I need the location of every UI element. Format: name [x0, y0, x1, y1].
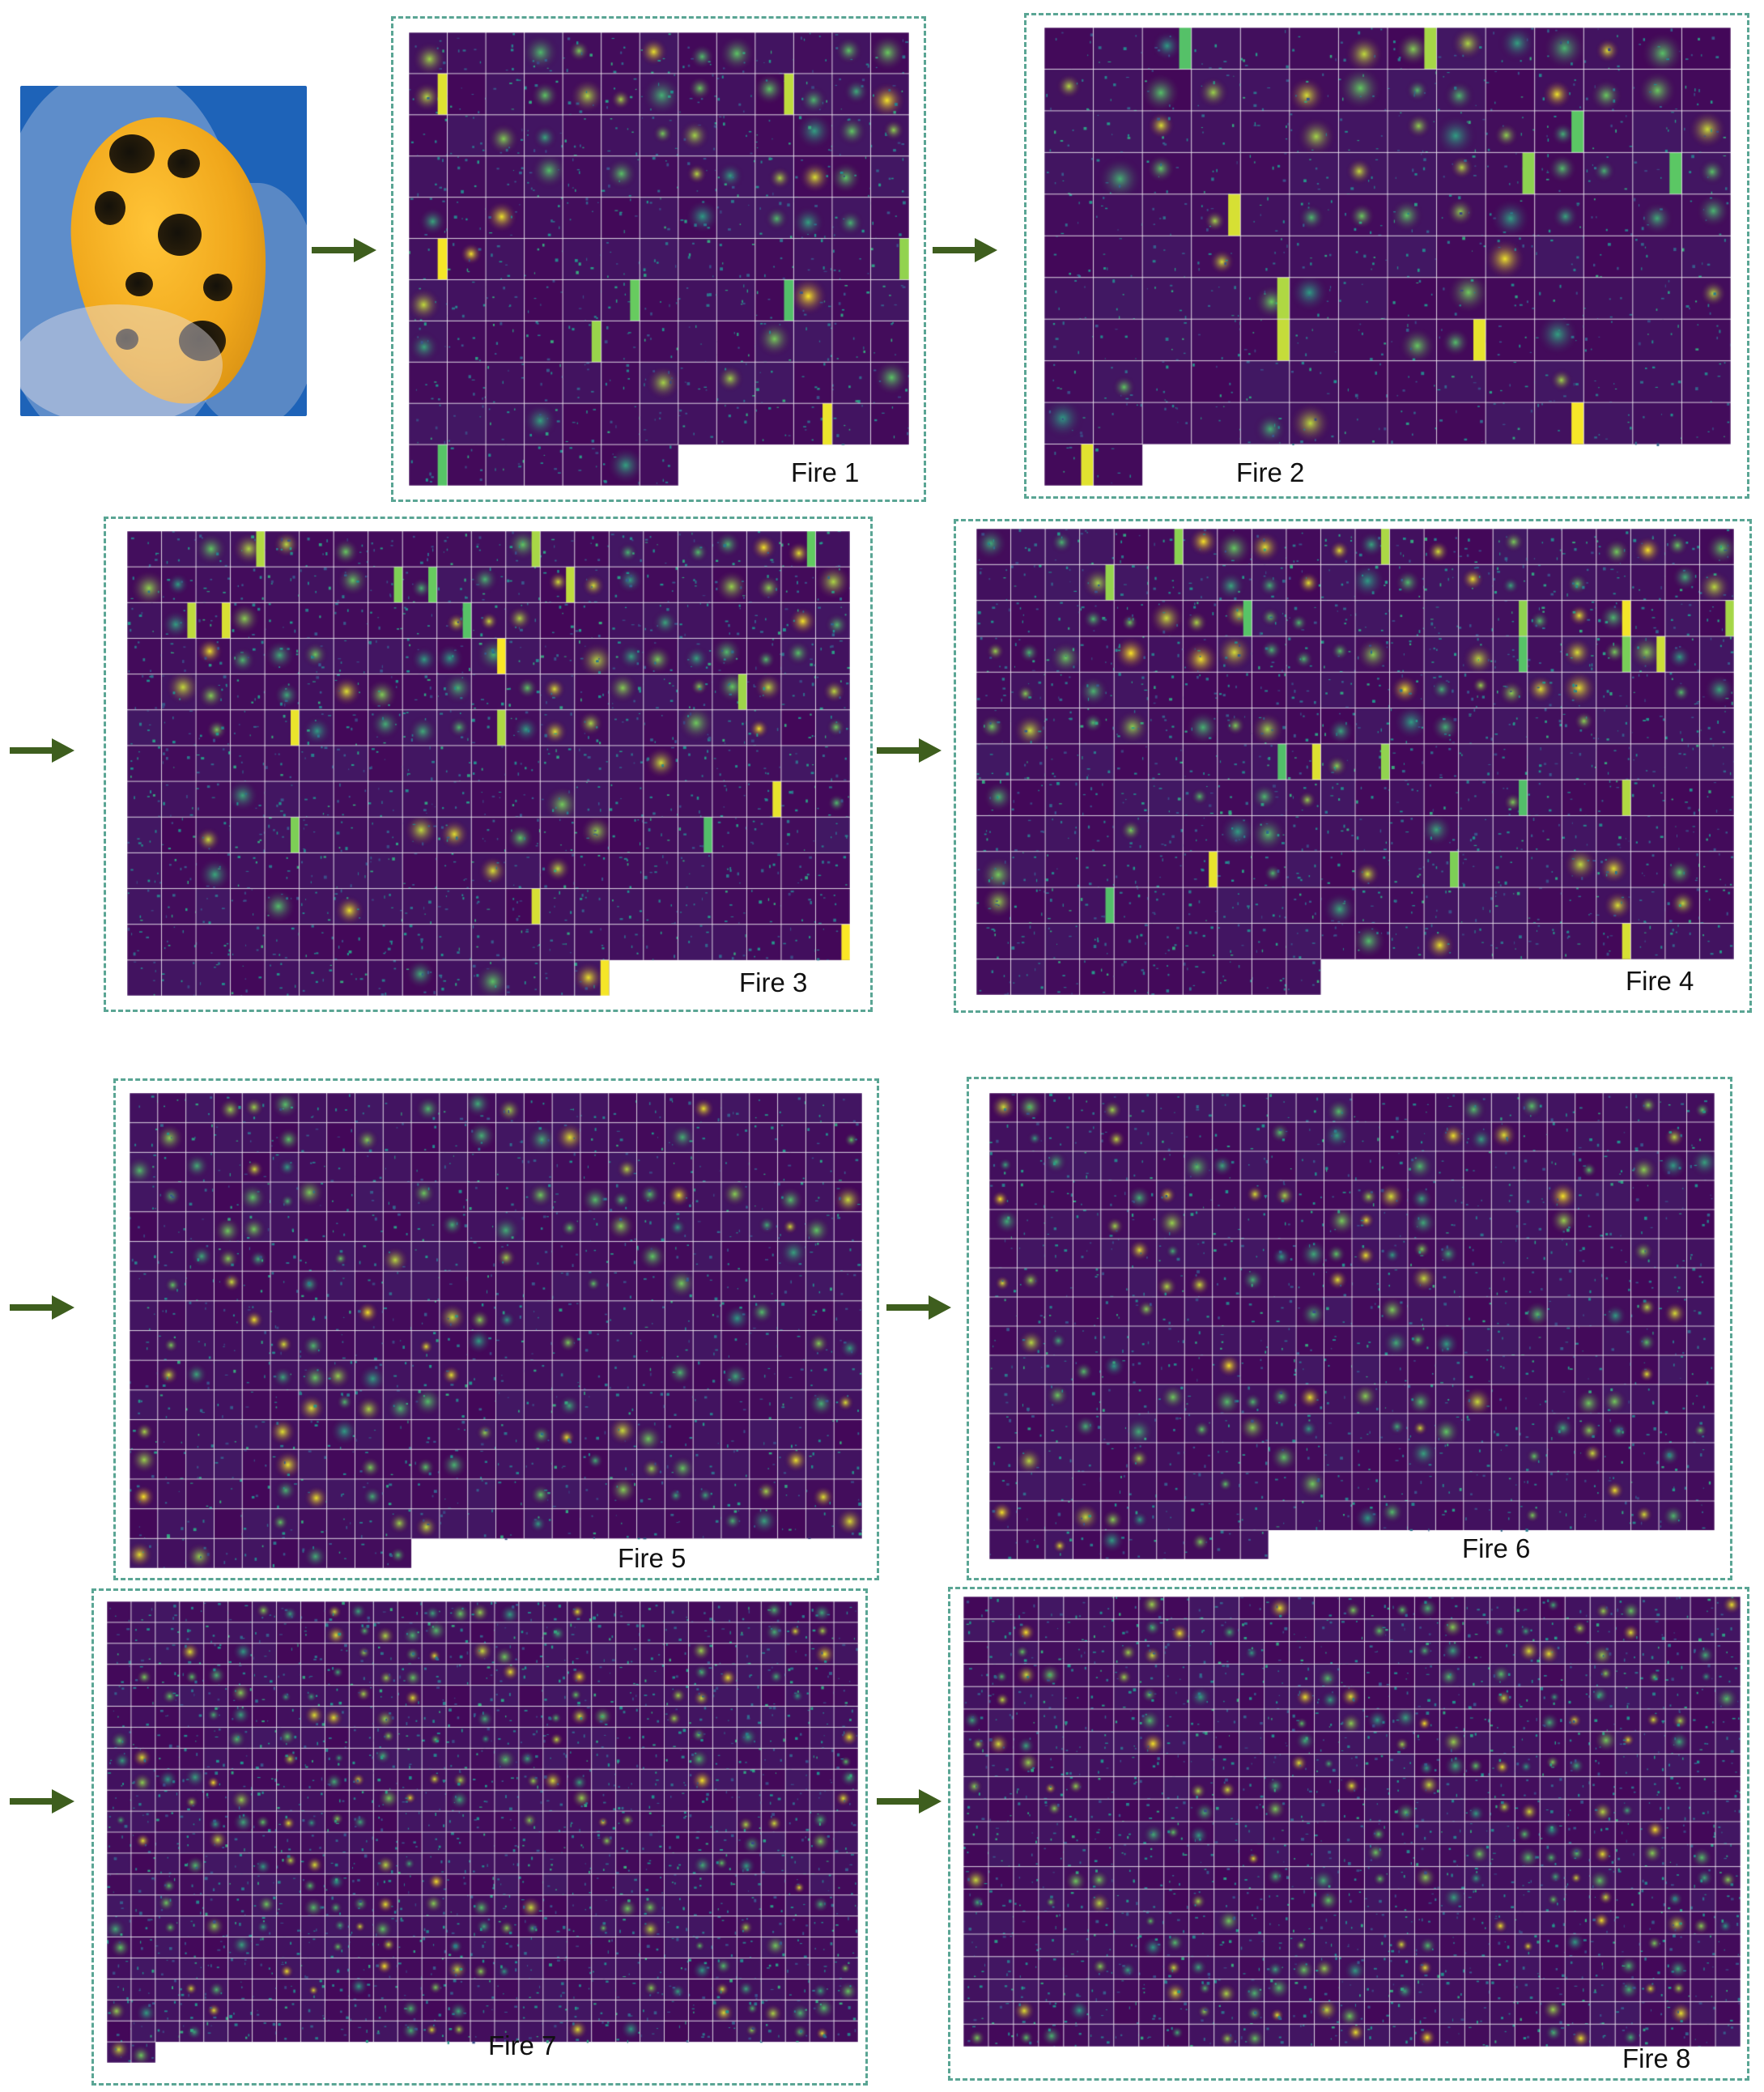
fire2-panel [1024, 13, 1749, 499]
mango-spot [125, 272, 153, 296]
arrow-right-icon [933, 238, 997, 262]
fire6-label: Fire 6 [1462, 1533, 1531, 1563]
fire7-feature-canvas [107, 1601, 858, 2063]
fire4-label: Fire 4 [1626, 966, 1694, 996]
arrow-right-icon [312, 238, 376, 262]
arrow-right-icon [10, 738, 74, 763]
fire3-feature-canvas [127, 531, 850, 996]
fire3-feature-grid [127, 531, 850, 996]
fire8-panel [948, 1587, 1749, 2081]
fire5-panel [113, 1078, 879, 1580]
mango-spot [168, 149, 200, 178]
mango-spot [95, 191, 125, 225]
fire1-label: Fire 1 [791, 457, 860, 487]
mango-spot [179, 321, 226, 361]
fire4-panel [954, 519, 1752, 1013]
fire7-panel [91, 1588, 868, 2086]
glove-finger [20, 304, 223, 416]
fire5-label: Fire 5 [618, 1543, 686, 1573]
fire8-label: Fire 8 [1622, 2043, 1691, 2073]
fire4-feature-canvas [976, 529, 1734, 995]
fire4-feature-grid [976, 529, 1734, 995]
fire2-feature-grid [1044, 28, 1731, 486]
arrow-right-icon [877, 738, 942, 763]
fire2-label: Fire 2 [1236, 457, 1305, 487]
fire3-panel [104, 517, 873, 1012]
fire8-feature-grid [963, 1597, 1741, 2047]
fire6-panel [967, 1077, 1732, 1580]
fire7-feature-grid [107, 1601, 858, 2063]
arrow-right-icon [877, 1789, 942, 1813]
arrow-right-icon [886, 1295, 951, 1320]
fire2-feature-canvas [1044, 28, 1731, 486]
fire1-feature-canvas [409, 32, 909, 486]
fire5-feature-canvas [130, 1093, 862, 1568]
fire1-feature-grid [409, 32, 909, 486]
mango-input-photo [20, 86, 307, 416]
fire8-feature-canvas [963, 1597, 1741, 2047]
fire5-feature-grid [130, 1093, 862, 1568]
mango-spot [116, 329, 138, 350]
fire3-label: Fire 3 [739, 967, 808, 997]
fire6-feature-grid [989, 1093, 1715, 1559]
mango-spot [203, 274, 232, 301]
arrow-right-icon [10, 1789, 74, 1813]
arrow-right-icon [10, 1295, 74, 1320]
fire1-panel [391, 16, 926, 502]
fire7-label: Fire 7 [488, 2030, 557, 2060]
mango-spot [109, 134, 155, 173]
fire6-feature-canvas [989, 1093, 1715, 1559]
mango-spot [158, 214, 202, 256]
